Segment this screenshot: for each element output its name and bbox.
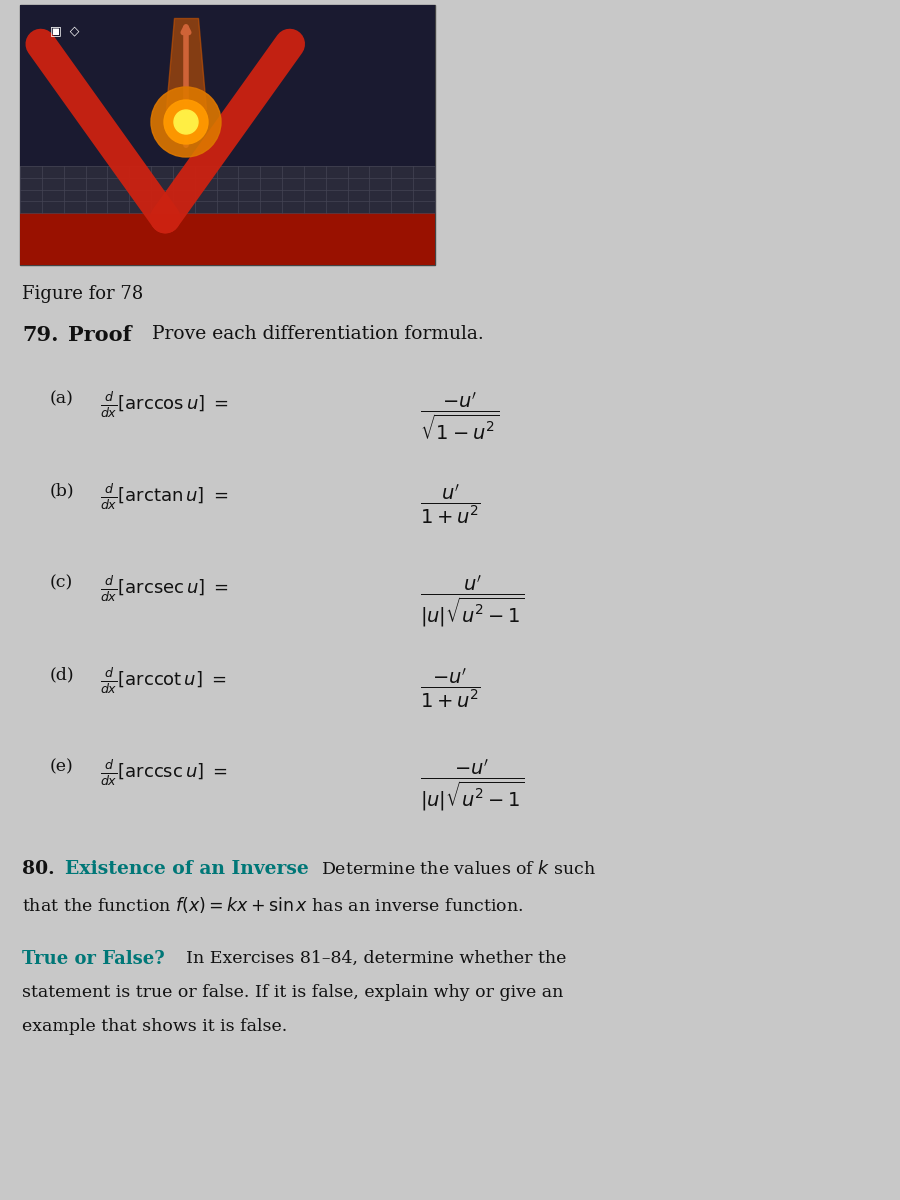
Text: statement is true or false. If it is false, explain why or give an: statement is true or false. If it is fal…: [22, 984, 563, 1001]
Circle shape: [174, 110, 198, 134]
Text: True or False?: True or False?: [22, 950, 165, 968]
Text: that the function $f(x) = kx + \sin x$ has an inverse function.: that the function $f(x) = kx + \sin x$ h…: [22, 895, 523, 914]
Text: $\dfrac{u'}{1+u^2}$: $\dfrac{u'}{1+u^2}$: [420, 482, 481, 526]
Bar: [20, 166, 435, 214]
Text: (d): (d): [50, 666, 75, 683]
Bar: [20, 5, 435, 265]
Text: Determine the values of $k$ such: Determine the values of $k$ such: [310, 860, 596, 878]
Text: ▣  ◇: ▣ ◇: [50, 25, 79, 38]
Text: $\frac{d}{dx}$$[\arccos u]$ $=$: $\frac{d}{dx}$$[\arccos u]$ $=$: [100, 390, 230, 420]
Bar: [20, 5, 435, 200]
Text: 80.: 80.: [22, 860, 55, 878]
Text: $\dfrac{u'}{|u|\sqrt{u^2-1}}$: $\dfrac{u'}{|u|\sqrt{u^2-1}}$: [420, 574, 525, 630]
Circle shape: [164, 100, 208, 144]
Text: Proof: Proof: [68, 325, 131, 346]
Text: (b): (b): [50, 482, 75, 499]
Text: 79.: 79.: [22, 325, 58, 346]
Text: Existence of an Inverse: Existence of an Inverse: [65, 860, 309, 878]
Text: example that shows it is false.: example that shows it is false.: [22, 1018, 287, 1034]
Text: Figure for 78: Figure for 78: [22, 284, 143, 302]
Text: (c): (c): [50, 574, 73, 590]
Text: $\dfrac{-u'}{1+u^2}$: $\dfrac{-u'}{1+u^2}$: [420, 666, 481, 709]
Text: $\frac{d}{dx}$$[\arctan u]$ $=$: $\frac{d}{dx}$$[\arctan u]$ $=$: [100, 482, 229, 511]
Text: $\frac{d}{dx}$$[\mathrm{arccsc}\,u]$ $=$: $\frac{d}{dx}$$[\mathrm{arccsc}\,u]$ $=$: [100, 758, 228, 787]
Text: $\dfrac{-u'}{|u|\sqrt{u^2-1}}$: $\dfrac{-u'}{|u|\sqrt{u^2-1}}$: [420, 758, 525, 815]
Text: In Exercises 81–84, determine whether the: In Exercises 81–84, determine whether th…: [175, 950, 566, 967]
Text: $\frac{d}{dx}$$[\mathrm{arcsec}\,u]$ $=$: $\frac{d}{dx}$$[\mathrm{arcsec}\,u]$ $=$: [100, 574, 230, 604]
Text: (a): (a): [50, 390, 74, 407]
Text: $\frac{d}{dx}$$[\mathrm{arccot}\,u]$ $=$: $\frac{d}{dx}$$[\mathrm{arccot}\,u]$ $=$: [100, 666, 227, 696]
Bar: [20, 208, 435, 265]
Circle shape: [151, 86, 221, 157]
Text: $\dfrac{-u'}{\sqrt{1-u^2}}$: $\dfrac{-u'}{\sqrt{1-u^2}}$: [420, 390, 500, 442]
Text: (e): (e): [50, 758, 74, 775]
Text: Prove each differentiation formula.: Prove each differentiation formula.: [152, 325, 484, 343]
